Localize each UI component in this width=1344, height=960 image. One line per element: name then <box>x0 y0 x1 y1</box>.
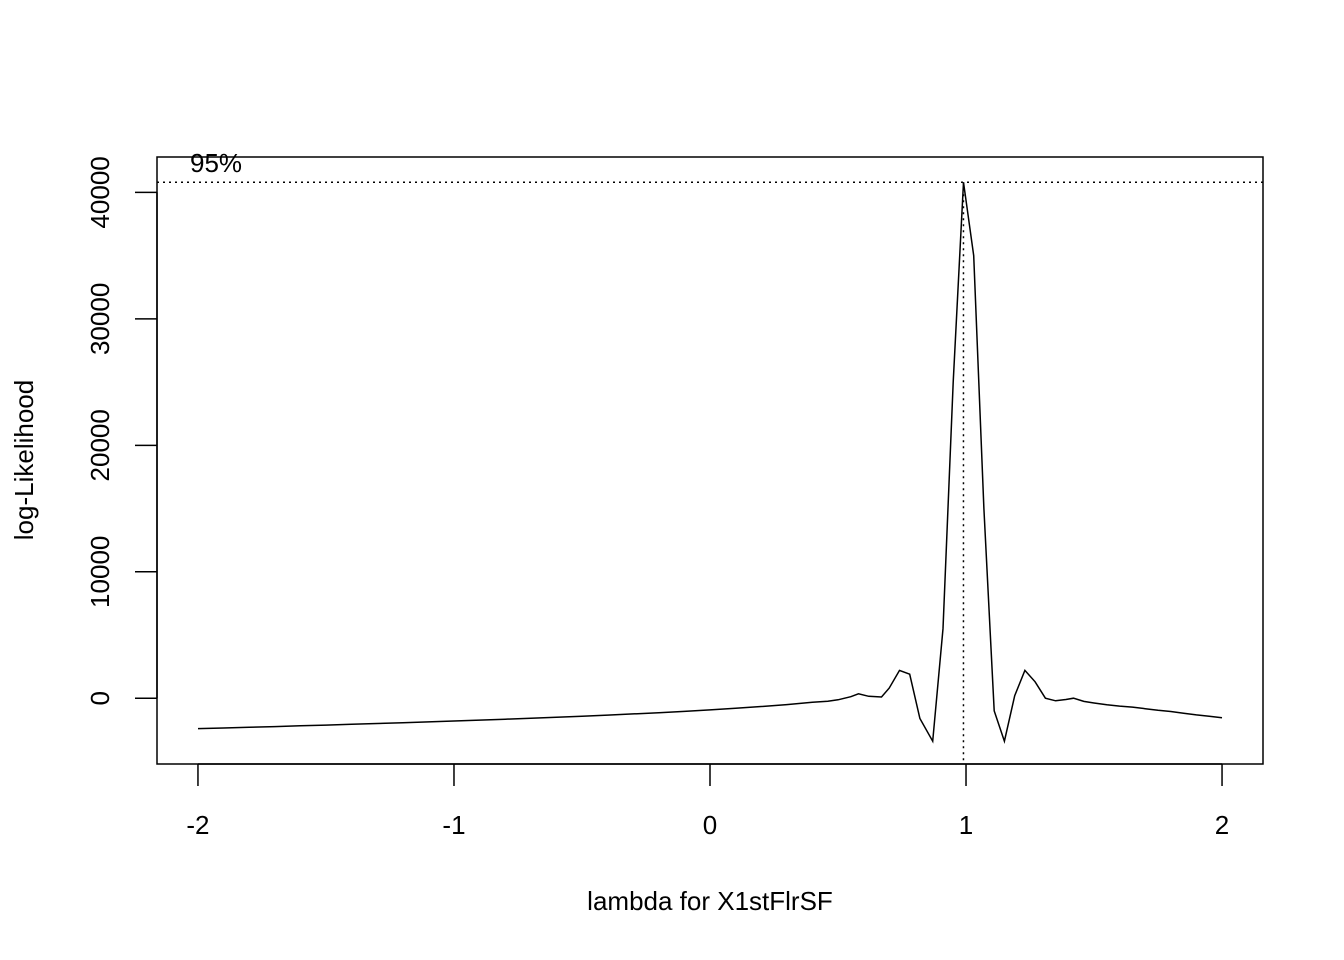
y-tick-label: 30000 <box>85 283 115 355</box>
x-axis: -2 -1 0 1 2 <box>186 763 1229 840</box>
x-axis-title: lambda for X1stFlrSF <box>587 886 833 916</box>
x-tick-label: 1 <box>959 810 973 840</box>
y-tick-label: 10000 <box>85 536 115 608</box>
y-axis: 0 10000 20000 30000 40000 <box>85 156 158 705</box>
y-tick-label: 20000 <box>85 409 115 481</box>
y-axis-title: log-Likelihood <box>9 380 39 540</box>
log-likelihood-series-line <box>197 182 1223 744</box>
ci-95-label: 95% <box>190 148 242 178</box>
y-tick-label: 40000 <box>85 156 115 228</box>
y-tick-label: 0 <box>85 691 115 705</box>
x-tick-label: -1 <box>442 810 465 840</box>
x-tick-label: -2 <box>186 810 209 840</box>
x-tick-label: 2 <box>1215 810 1229 840</box>
x-tick-label: 0 <box>703 810 717 840</box>
